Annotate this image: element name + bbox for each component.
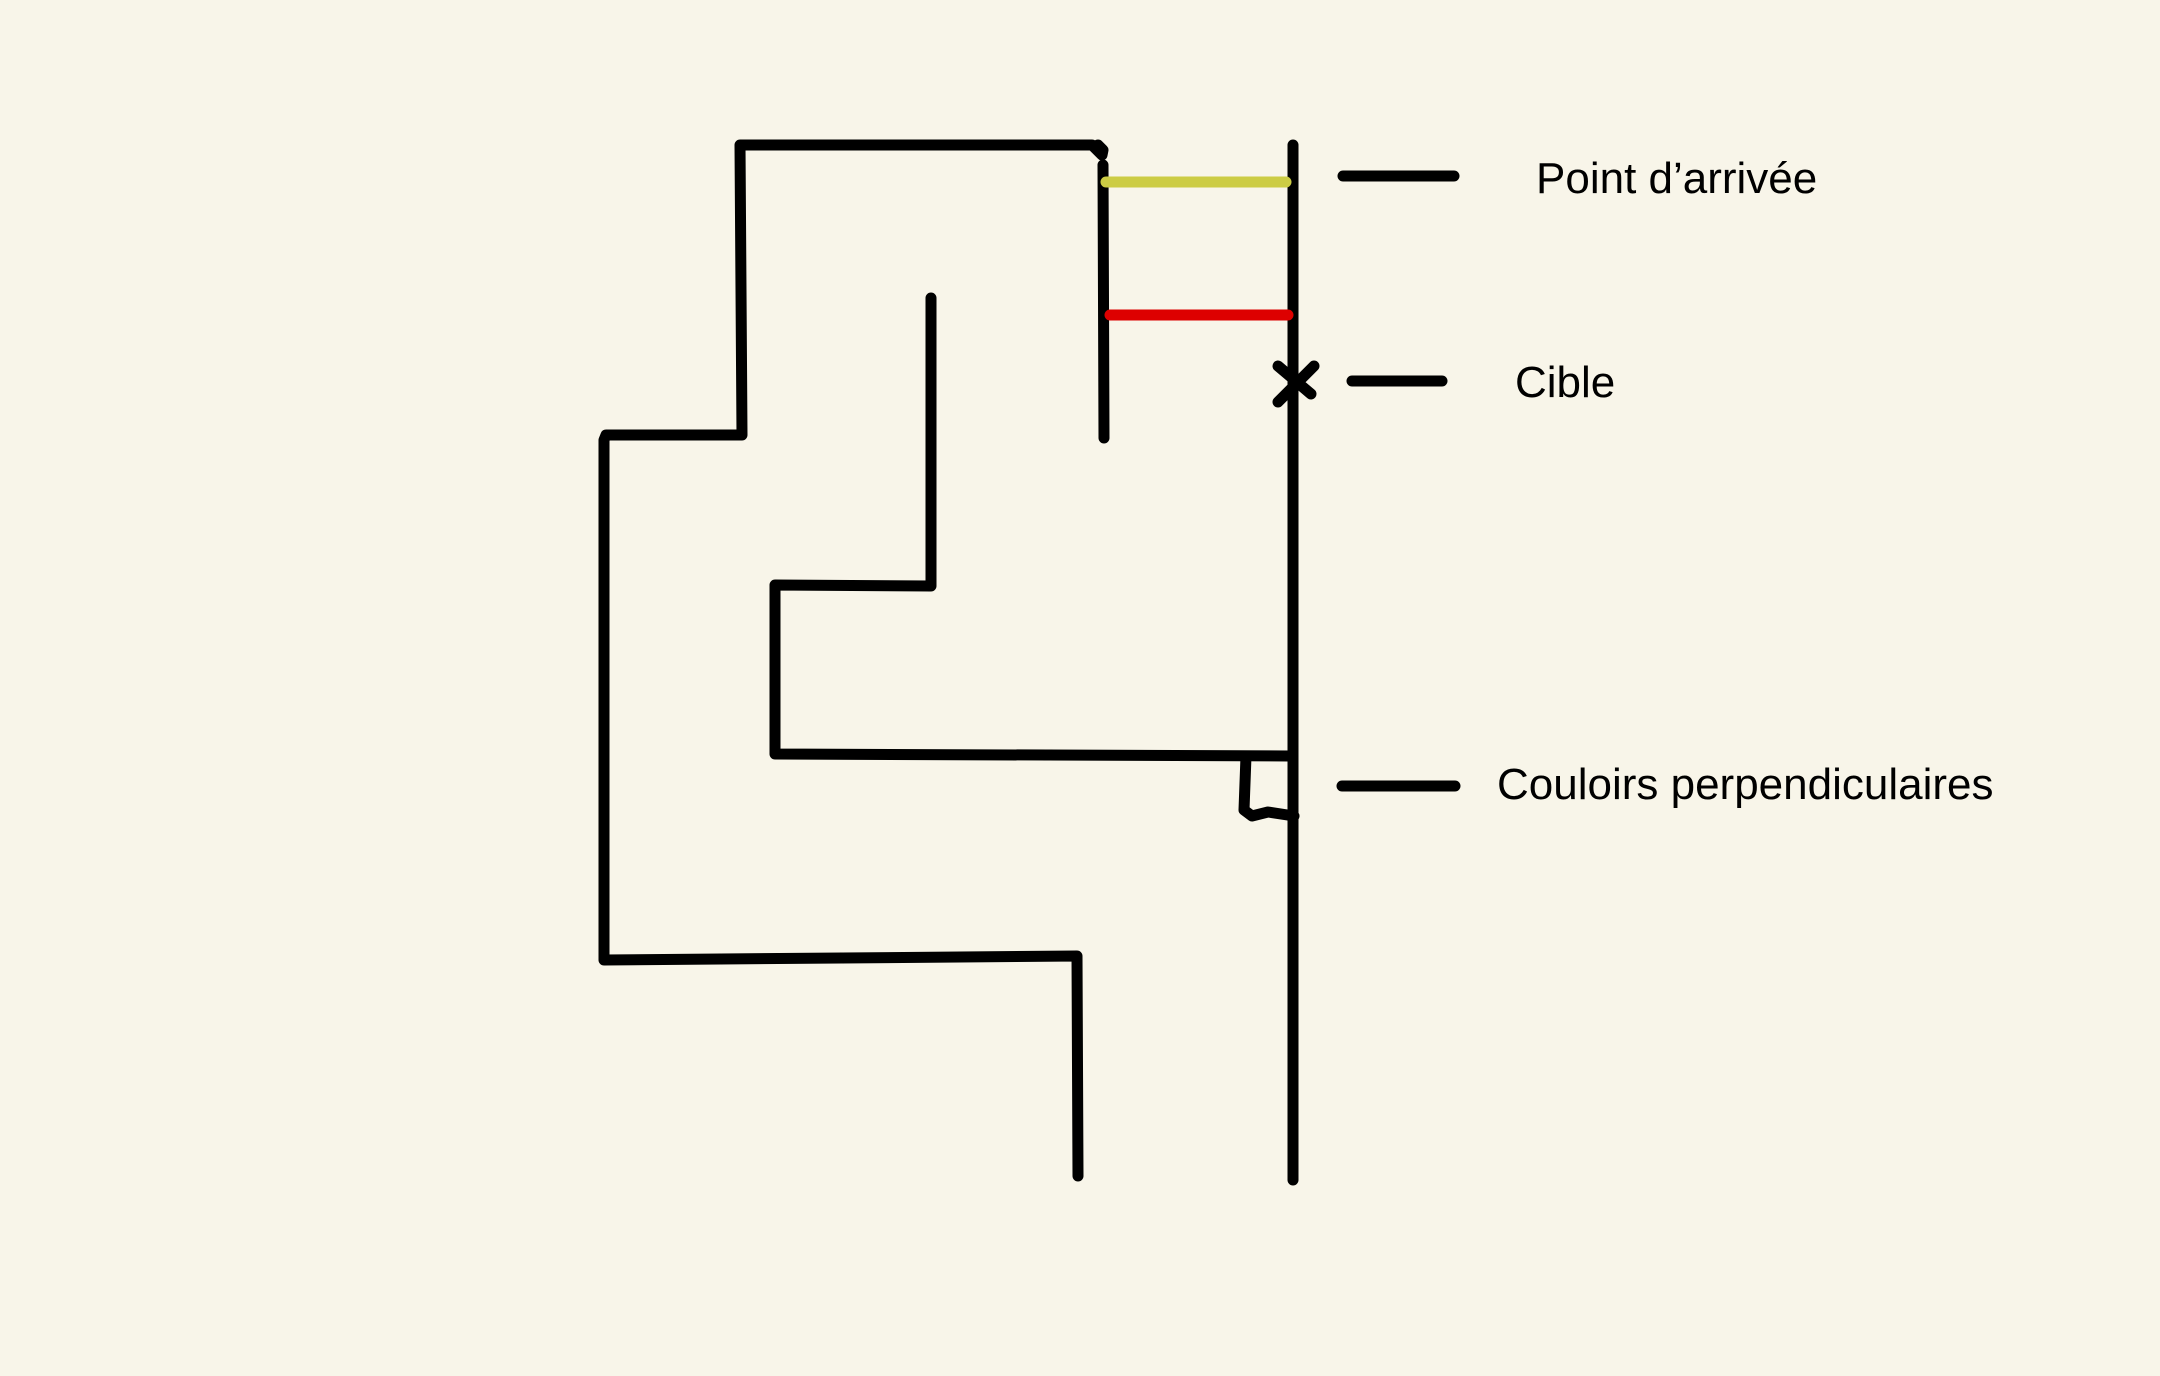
perpendicular-corridors-label: Couloirs perpendiculaires [1497, 760, 1993, 809]
right-angle-marker [1238, 750, 1300, 822]
target-label: Cible [1515, 358, 1615, 407]
maze-top-stub [1097, 159, 1110, 444]
maze-outer-wall [598, 139, 1109, 1182]
arrival-point-label: Point d’arrivée [1536, 154, 1817, 203]
maze-inner-wall [769, 292, 1296, 762]
target-cross-b [1272, 360, 1320, 408]
